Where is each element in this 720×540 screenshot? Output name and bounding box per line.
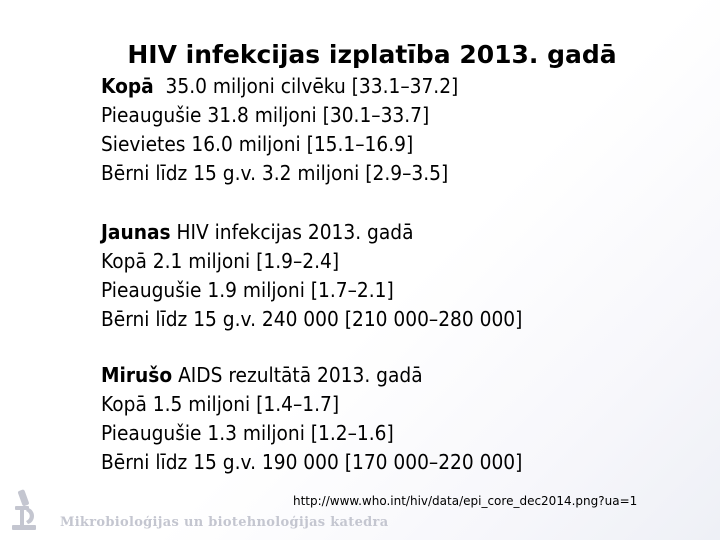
department-logo-text: Mikrobioloģijas un biotehnoloģijas kated… — [60, 515, 389, 530]
deaths-total-line: Kopā 1.5 miljoni [1.4–1.7] — [101, 392, 340, 416]
totals-lead-line: Kopā 35.0 miljoni cilvēku [33.1–37.2] — [101, 72, 458, 101]
microscope-icon — [12, 489, 36, 530]
section-aids-deaths: Mirušo AIDS rezultātā 2013. gadā Kopā 1.… — [101, 361, 554, 477]
deaths-adults-line: Pieaugušie 1.3 miljoni [1.2–1.6] — [101, 421, 394, 445]
deaths-lead-rest: AIDS rezultātā 2013. gadā — [172, 363, 423, 387]
new-lead-label: Jaunas — [101, 220, 171, 244]
deaths-children-line: Bērni līdz 15 g.v. 190 000 [170 000–220 … — [101, 450, 523, 474]
new-children-line: Bērni līdz 15 g.v. 240 000 [210 000–280 … — [101, 307, 523, 331]
section-totals: Kopā 35.0 miljoni cilvēku [33.1–37.2] Pi… — [101, 72, 485, 188]
section-new-infections: Jaunas HIV infekcijas 2013. gadā Kopā 2.… — [101, 218, 554, 334]
totals-women-line: Sievietes 16.0 miljoni [15.1–16.9] — [101, 132, 414, 156]
totals-lead-value: 35.0 miljoni cilvēku [33.1–37.2] — [153, 74, 459, 98]
new-lead-line: Jaunas HIV infekcijas 2013. gadā — [101, 218, 522, 247]
slide-title: HIV infekcijas izplatība 2013. gadā — [127, 40, 617, 69]
totals-lead-label: Kopā — [101, 74, 154, 98]
totals-children-line: Bērni līdz 15 g.v. 3.2 miljoni [2.9–3.5] — [101, 161, 449, 185]
source-link[interactable]: http://www.who.int/hiv/data/epi_core_dec… — [293, 494, 638, 508]
deaths-lead-label: Mirušo — [101, 363, 173, 387]
new-total-line: Kopā 2.1 miljoni [1.9–2.4] — [101, 249, 340, 273]
deaths-lead-line: Mirušo AIDS rezultātā 2013. gadā — [101, 361, 522, 390]
new-adults-line: Pieaugušie 1.9 miljoni [1.7–2.1] — [101, 278, 394, 302]
new-lead-rest: HIV infekcijas 2013. gadā — [170, 220, 414, 244]
totals-adults-line: Pieaugušie 31.8 miljoni [30.1–33.7] — [101, 103, 430, 127]
